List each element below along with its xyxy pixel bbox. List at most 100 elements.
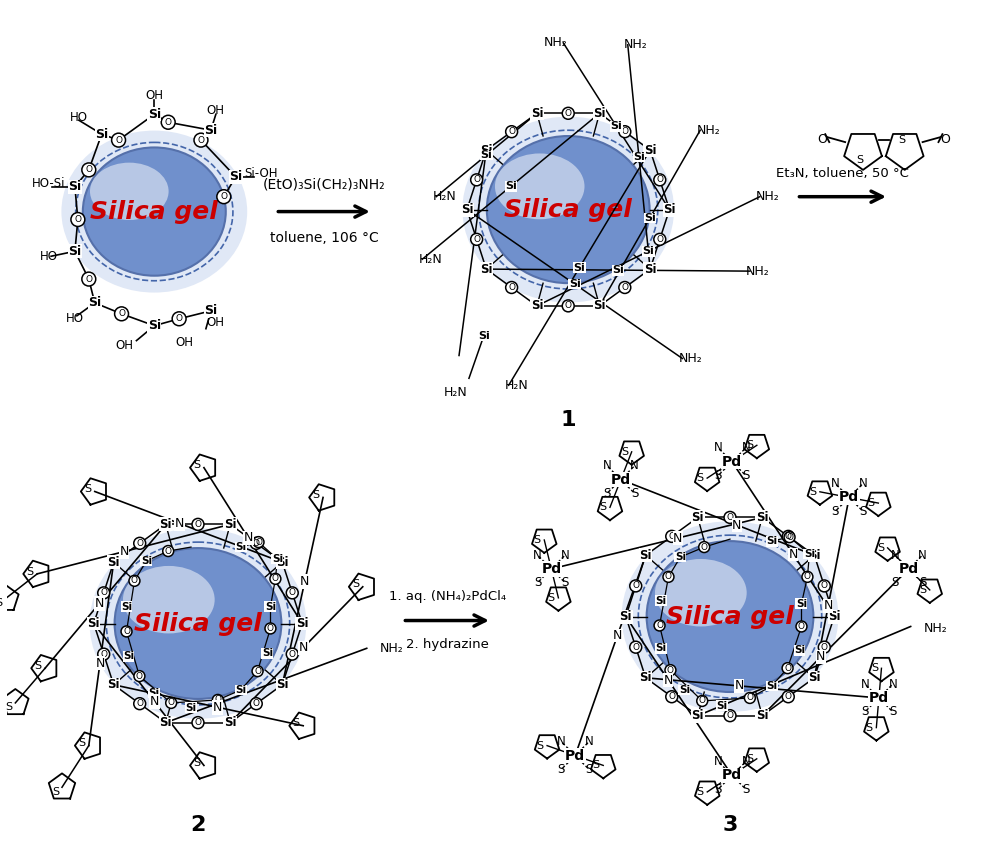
Text: HO: HO bbox=[40, 250, 58, 263]
Circle shape bbox=[505, 126, 517, 138]
Text: OH: OH bbox=[145, 89, 163, 102]
Text: O: O bbox=[100, 650, 107, 659]
Circle shape bbox=[784, 531, 795, 542]
Text: S: S bbox=[889, 706, 896, 718]
Text: Si: Si bbox=[88, 617, 100, 630]
Text: 1. aq. (NH₄)₂PdCl₄: 1. aq. (NH₄)₂PdCl₄ bbox=[389, 590, 505, 602]
Text: S: S bbox=[868, 498, 875, 508]
Text: O: O bbox=[85, 275, 92, 283]
Text: O: O bbox=[168, 699, 175, 707]
Text: Si: Si bbox=[148, 319, 161, 332]
Text: Si: Si bbox=[481, 150, 493, 160]
Text: N: N bbox=[858, 477, 867, 490]
Text: S: S bbox=[891, 576, 898, 590]
Text: Si: Si bbox=[639, 549, 652, 562]
Text: Si: Si bbox=[478, 331, 490, 341]
Text: O: O bbox=[656, 175, 663, 184]
Text: O: O bbox=[165, 547, 172, 556]
Text: O: O bbox=[118, 310, 125, 318]
Text: Silica gel: Silica gel bbox=[666, 605, 794, 629]
Circle shape bbox=[629, 641, 641, 653]
Text: Si: Si bbox=[691, 709, 704, 722]
Text: O: O bbox=[100, 588, 107, 597]
Text: Si: Si bbox=[593, 299, 605, 312]
Text: O: O bbox=[786, 533, 793, 541]
Text: 1: 1 bbox=[560, 410, 576, 430]
Circle shape bbox=[134, 537, 146, 549]
Circle shape bbox=[98, 587, 110, 599]
Text: S: S bbox=[919, 585, 926, 595]
Text: N: N bbox=[663, 673, 673, 687]
Text: Si: Si bbox=[678, 685, 690, 695]
Text: Si: Si bbox=[235, 542, 246, 552]
Text: O: O bbox=[195, 718, 202, 727]
Text: N: N bbox=[732, 519, 741, 531]
Text: Silica gel: Silica gel bbox=[134, 612, 262, 635]
Text: HO-Si: HO-Si bbox=[32, 178, 66, 190]
Text: NH₂: NH₂ bbox=[756, 190, 779, 203]
Text: N: N bbox=[244, 531, 253, 544]
Circle shape bbox=[744, 693, 755, 703]
Text: N: N bbox=[888, 678, 897, 690]
Circle shape bbox=[782, 530, 794, 542]
Text: Si: Si bbox=[224, 518, 237, 531]
Text: S: S bbox=[866, 722, 873, 733]
Circle shape bbox=[629, 580, 641, 592]
Text: O: O bbox=[198, 135, 205, 145]
Text: Pd: Pd bbox=[722, 454, 742, 469]
Text: NH₂: NH₂ bbox=[924, 622, 947, 635]
Text: Si: Si bbox=[224, 716, 237, 729]
Text: O: O bbox=[785, 692, 792, 701]
Text: S: S bbox=[809, 486, 816, 497]
Text: O: O bbox=[115, 135, 122, 145]
Text: N: N bbox=[150, 695, 159, 708]
Text: O: O bbox=[254, 667, 261, 676]
Text: O: O bbox=[940, 133, 950, 146]
Text: O: O bbox=[785, 532, 792, 541]
Text: Si: Si bbox=[828, 610, 840, 623]
Circle shape bbox=[653, 233, 665, 245]
Text: Si: Si bbox=[205, 305, 218, 317]
Text: Si: Si bbox=[272, 554, 283, 564]
Text: Si: Si bbox=[530, 299, 543, 312]
Text: N: N bbox=[533, 548, 541, 562]
Text: Si: Si bbox=[573, 262, 585, 272]
Text: Si: Si bbox=[663, 203, 675, 216]
Text: O: O bbox=[632, 643, 639, 651]
Text: O: O bbox=[821, 581, 828, 591]
Circle shape bbox=[505, 282, 517, 294]
Circle shape bbox=[82, 163, 96, 177]
Text: S: S bbox=[696, 787, 703, 797]
Circle shape bbox=[121, 626, 132, 637]
Text: N: N bbox=[788, 548, 798, 561]
Text: OH: OH bbox=[207, 104, 225, 117]
Text: N: N bbox=[95, 597, 104, 610]
Text: Si: Si bbox=[160, 716, 172, 729]
Text: Si: Si bbox=[766, 681, 777, 691]
Ellipse shape bbox=[115, 548, 282, 699]
Ellipse shape bbox=[463, 117, 674, 303]
Text: N: N bbox=[741, 442, 750, 454]
Text: N: N bbox=[556, 735, 565, 748]
Text: Si: Si bbox=[674, 552, 686, 562]
Text: S: S bbox=[898, 135, 905, 145]
Text: O: O bbox=[474, 175, 481, 184]
Text: O: O bbox=[136, 672, 143, 681]
Text: Pd: Pd bbox=[541, 562, 561, 576]
Text: Si: Si bbox=[568, 279, 580, 289]
Text: N: N bbox=[630, 459, 639, 472]
Circle shape bbox=[192, 519, 204, 530]
Text: Si-OH: Si-OH bbox=[244, 168, 278, 180]
Circle shape bbox=[161, 115, 175, 129]
Circle shape bbox=[796, 621, 807, 632]
Circle shape bbox=[194, 133, 208, 147]
Text: O: O bbox=[665, 573, 672, 581]
Circle shape bbox=[618, 126, 630, 138]
Text: O: O bbox=[726, 711, 733, 720]
Text: Si: Si bbox=[108, 678, 120, 691]
Text: N: N bbox=[95, 656, 105, 669]
Text: S: S bbox=[919, 576, 926, 590]
Text: S: S bbox=[34, 661, 41, 671]
Text: N: N bbox=[713, 755, 722, 768]
Text: Si: Si bbox=[804, 549, 815, 559]
